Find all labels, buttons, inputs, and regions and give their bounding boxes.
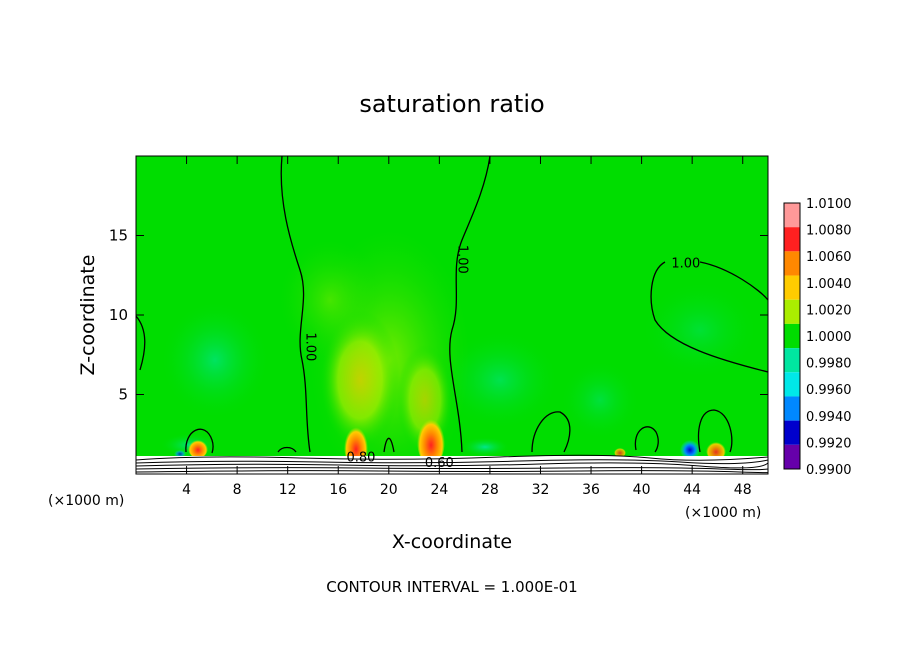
- x-tick-label: 12: [279, 482, 297, 498]
- colorbar-swatch: [784, 348, 800, 373]
- x-tick-label: 24: [430, 482, 448, 498]
- x-tick-label: 8: [233, 482, 242, 498]
- low-ratio-region: [160, 300, 270, 420]
- colorbar-swatch: [784, 420, 800, 445]
- colorbar: 1.0100 1.0080 1.0060 1.0040 1.0020 1.0000 0.99…: [783, 197, 852, 478]
- contour-label: 1.00: [303, 332, 318, 361]
- x-unit-right: (×1000 m): [685, 505, 761, 521]
- colorbar-swatch: [784, 251, 800, 276]
- x-tick-label: 28: [481, 482, 499, 498]
- contour-label: 1.00: [454, 245, 469, 274]
- contour-label: 0.60: [425, 456, 454, 471]
- colorbar-level-label: 1.0060: [806, 250, 852, 265]
- colorbar-level-label: 1.0040: [806, 277, 852, 292]
- contour-interval-note: CONTOUR INTERVAL = 1.000E-01: [326, 578, 577, 596]
- contour-label-group: 1.00 1.00 1.00 0.80 0.60: [303, 245, 701, 471]
- hotspot-24km: [417, 414, 445, 466]
- x-tick-label: 40: [633, 482, 651, 498]
- colorbar-swatch: [784, 444, 800, 469]
- colorbar-level-label: 0.9940: [806, 410, 852, 425]
- colorbar-level-label: 1.0020: [806, 303, 852, 318]
- contour-lines: [136, 156, 768, 454]
- terrain-band: [136, 456, 768, 474]
- chart-title: saturation ratio: [359, 90, 544, 118]
- terrain-contours: [136, 454, 768, 474]
- plot-area: [136, 156, 768, 474]
- colorbar-swatch: [784, 203, 800, 228]
- colorbar-level-label: 0.9960: [806, 383, 852, 398]
- y-tick-label: 5: [118, 386, 128, 404]
- contour-label: 1.00: [671, 256, 700, 271]
- x-unit-left: (×1000 m): [48, 493, 124, 509]
- colorbar-swatch: [784, 227, 800, 252]
- y-tick-label: 15: [109, 227, 128, 245]
- colorbar-swatch: [784, 275, 800, 300]
- colorbar-level-label: 1.0000: [806, 330, 852, 345]
- colorbar-level-label: 0.9920: [806, 436, 852, 451]
- colorbar-swatch: [784, 396, 800, 421]
- x-tick-label: 44: [683, 482, 701, 498]
- colorbar-level-label: 1.0100: [806, 197, 852, 212]
- colorbar-level-label: 0.9980: [806, 357, 852, 372]
- x-tick-label: 16: [329, 482, 347, 498]
- x-tick-label: 20: [380, 482, 398, 498]
- hotspot-blue: [680, 440, 700, 460]
- x-tick-label: 48: [734, 482, 752, 498]
- x-tick-label: 4: [182, 482, 191, 498]
- colorbar-level-label: 0.9900: [806, 463, 852, 478]
- colorbar-level-label: 1.0080: [806, 224, 852, 239]
- x-tick-label: 36: [582, 482, 600, 498]
- contour-label: 0.80: [347, 450, 376, 465]
- x-tick-label: 32: [532, 482, 550, 498]
- y-axis-label: Z-coordinate: [77, 255, 99, 376]
- colorbar-swatch: [784, 372, 800, 397]
- colorbar-frame: [783, 202, 801, 470]
- colorbar-swatch: [784, 299, 800, 324]
- colorbar-swatch: [784, 323, 800, 349]
- y-tick-label: 10: [109, 306, 128, 324]
- x-axis-label: X-coordinate: [392, 531, 512, 553]
